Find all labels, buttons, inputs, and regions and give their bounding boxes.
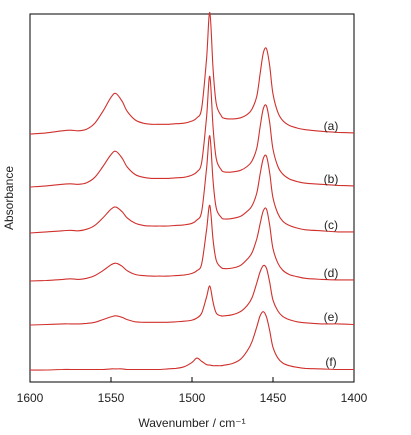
series-label-3: (c): [324, 218, 338, 232]
x-tick-label-1400: 1400: [341, 391, 368, 405]
plot-frame: [29, 13, 355, 383]
series-line-3: [29, 135, 355, 234]
series-label-2: (b): [324, 172, 339, 186]
x-tick-label-1500: 1500: [179, 391, 206, 405]
series-layer: (a) (b) (c) (d) (e) (f): [29, 11, 355, 371]
x-tick-label-1550: 1550: [98, 391, 125, 405]
x-tick-label-1600: 1600: [17, 391, 44, 405]
y-axis-label: Absorbance: [2, 166, 16, 230]
series-line-6: [29, 311, 354, 371]
x-tick-label-1450: 1450: [260, 391, 287, 405]
series-line-5: [29, 264, 355, 326]
x-axis: 1600 1550 1500 1450 1400: [17, 377, 368, 405]
series-label-4: (d): [324, 266, 339, 280]
series-label-6: (f): [325, 355, 336, 369]
series-label-5: (e): [324, 310, 339, 324]
series-line-4: [29, 204, 355, 282]
series-line-1: [29, 11, 355, 135]
series-label-1: (a): [324, 119, 339, 133]
series-line-2: [29, 75, 355, 188]
x-axis-label: Wavenumber / cm⁻¹: [138, 416, 245, 430]
